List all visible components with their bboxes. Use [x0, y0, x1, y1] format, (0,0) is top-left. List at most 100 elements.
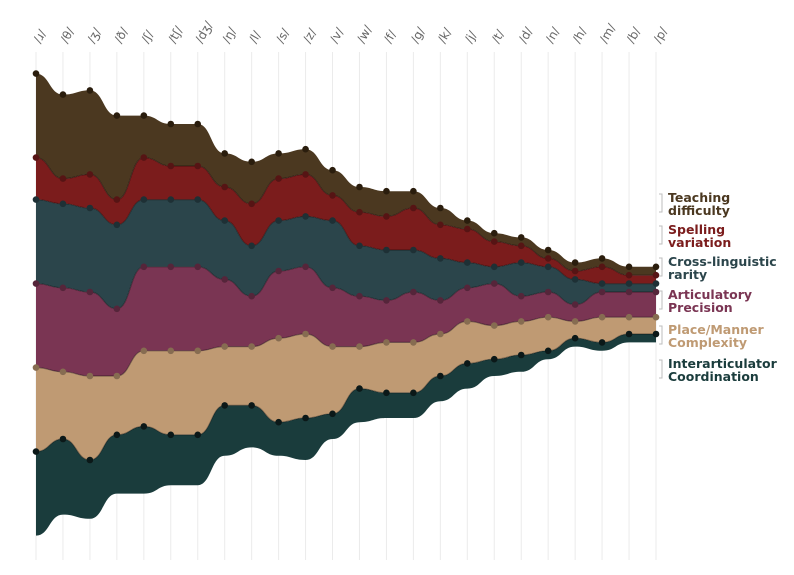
label-bracket-0	[659, 359, 663, 379]
label-bracket-2	[659, 290, 663, 310]
point-3-5	[167, 196, 175, 203]
point-3-0	[32, 196, 40, 203]
point-5-2	[86, 87, 94, 94]
point-1-21	[598, 313, 606, 321]
x-tick-label-9: /s/	[273, 25, 293, 45]
point-4-12	[356, 208, 363, 216]
point-2-1	[59, 284, 67, 292]
point-2-10	[302, 263, 309, 271]
point-3-10	[302, 213, 309, 220]
point-4-13	[383, 213, 390, 220]
point-1-17	[490, 322, 498, 329]
point-5-6	[194, 120, 202, 128]
point-3-14	[410, 246, 417, 254]
x-tick-label-8: /l/	[246, 28, 264, 46]
data-points	[32, 70, 660, 464]
point-1-0	[32, 364, 40, 371]
point-5-3	[113, 112, 121, 119]
point-0-3	[113, 431, 121, 439]
x-tick-label-15: /k/	[435, 25, 455, 46]
point-4-16	[464, 225, 471, 233]
point-5-22	[625, 263, 633, 271]
point-0-19	[544, 347, 552, 355]
series-label-1: Place/Manner Complexity	[668, 322, 764, 350]
point-1-6	[194, 347, 202, 355]
point-0-6	[194, 431, 202, 439]
point-1-8	[248, 343, 255, 350]
point-4-3	[113, 196, 121, 203]
point-2-12	[356, 292, 363, 300]
x-tick-label-10: /z/	[300, 25, 320, 45]
point-0-12	[356, 385, 363, 392]
point-3-12	[356, 242, 363, 250]
point-1-20	[571, 318, 579, 325]
label-bracket-1	[659, 325, 663, 345]
stream-layer-4	[36, 157, 656, 284]
point-5-7	[221, 150, 228, 157]
point-0-4	[140, 423, 148, 430]
point-4-15	[437, 221, 444, 229]
point-2-13	[383, 297, 390, 304]
point-5-9	[275, 150, 282, 157]
point-5-11	[329, 166, 336, 174]
stream-layer-2	[36, 266, 656, 376]
label-bracket-4	[659, 225, 663, 245]
point-1-19	[544, 313, 552, 321]
point-5-4	[140, 112, 148, 119]
point-4-17	[490, 238, 498, 245]
point-3-7	[221, 217, 228, 224]
point-4-6	[194, 162, 202, 170]
series-label-5: Teaching difficulty	[668, 190, 730, 218]
point-0-7	[221, 402, 228, 409]
point-0-8	[248, 402, 255, 409]
point-5-23	[652, 263, 660, 271]
point-3-16	[464, 259, 471, 266]
point-5-8	[248, 158, 255, 166]
stream-layers	[36, 73, 656, 536]
point-5-14	[410, 187, 417, 195]
point-3-17	[490, 263, 498, 271]
label-bracket-3	[659, 257, 663, 277]
point-1-2	[86, 372, 94, 380]
stream-layer-3	[36, 199, 656, 309]
point-2-2	[86, 288, 94, 296]
point-4-21	[598, 263, 606, 271]
x-tick-label-1: /θ/	[57, 24, 77, 45]
stream-layer-0	[36, 334, 656, 536]
point-2-23	[652, 288, 660, 296]
x-tick-label-23: /p/	[650, 24, 670, 45]
point-5-13	[383, 187, 390, 195]
x-axis-tick-labels: /ɹ/ /θ/ /ʒ/ /ð/ /ʃ/ /tʃ/ /dʒ//ŋ/ /l/ /s/ /z/ /v/ /w…	[30, 18, 670, 45]
point-2-11	[329, 284, 336, 292]
point-3-1	[59, 200, 67, 208]
point-2-3	[113, 305, 121, 313]
point-0-21	[598, 339, 606, 346]
x-tick-label-14: /g/	[408, 24, 428, 45]
point-4-4	[140, 154, 148, 161]
x-tick-label-0: /ɹ/	[30, 26, 49, 45]
point-1-23	[652, 313, 660, 321]
point-2-6	[194, 263, 202, 271]
point-4-14	[410, 204, 417, 212]
point-5-15	[437, 204, 444, 212]
point-2-19	[544, 288, 552, 296]
point-0-23	[652, 330, 660, 338]
point-4-7	[221, 183, 228, 191]
point-5-10	[302, 145, 309, 153]
point-4-19	[544, 255, 552, 262]
point-4-18	[517, 242, 525, 250]
point-2-15	[437, 297, 444, 304]
point-2-0	[32, 280, 40, 287]
point-5-17	[490, 229, 498, 237]
point-2-18	[517, 292, 525, 300]
point-1-1	[59, 368, 67, 376]
series-label-3: Cross-linguistic rarity	[668, 254, 777, 282]
point-0-0	[32, 448, 40, 455]
point-1-3	[113, 372, 121, 380]
point-3-20	[571, 276, 579, 283]
point-0-16	[464, 360, 471, 367]
point-2-21	[598, 288, 606, 296]
point-3-15	[437, 255, 444, 262]
stream-layer-5	[36, 73, 656, 276]
